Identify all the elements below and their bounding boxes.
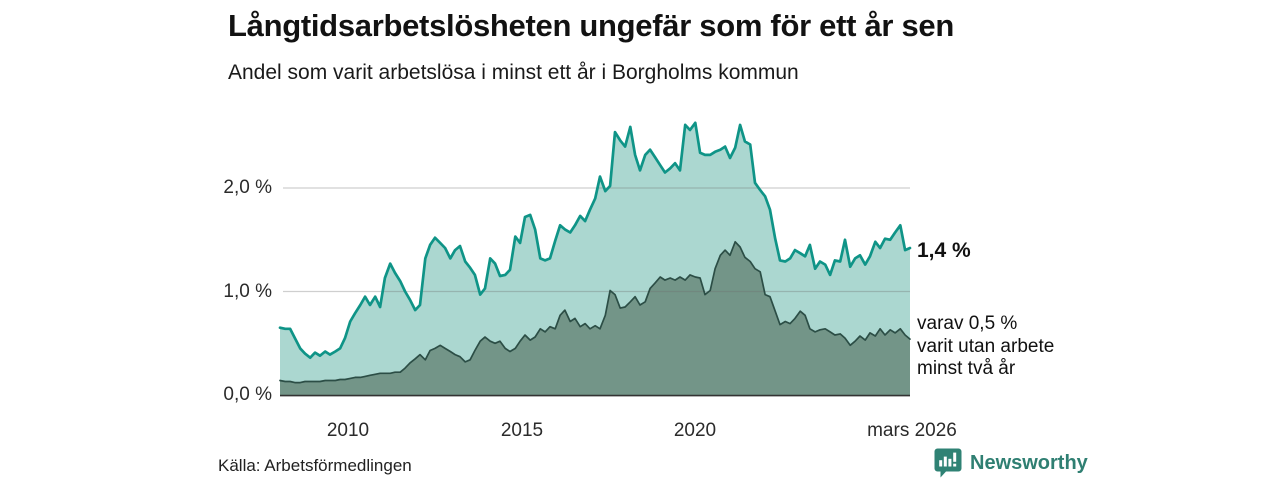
logo-bar-2 [943, 456, 947, 467]
logo-bubble [934, 448, 962, 478]
line-total [278, 121, 912, 360]
source-credit: Källa: Arbetsförmedlingen [218, 456, 412, 475]
logo-exclamation-dot [953, 463, 957, 467]
line-two-year [279, 240, 911, 384]
x-tick-mars-2026: mars 2026 [867, 420, 957, 441]
newsworthy-wordmark: Newsworthy [970, 451, 1088, 474]
page-subtitle: Andel som varit arbetslösa i minst ett å… [228, 61, 799, 84]
two-year-annotation-line1: varav 0,5 % [917, 313, 1018, 334]
two-year-annotation: varav 0,5 % varit utan arbete minst två … [917, 313, 1054, 381]
logo-exclamation-bar [953, 452, 957, 462]
x-tick-2015: 2015 [500, 420, 544, 441]
unemployment-chart [278, 121, 912, 397]
logo-bar-1 [939, 460, 943, 467]
newsworthy-logo-icon [934, 448, 962, 478]
y-tick-0: 0,0 % [223, 384, 272, 405]
x-tick-2010: 2010 [326, 420, 370, 441]
logo-bar-3 [948, 458, 952, 467]
y-tick-2: 2,0 % [223, 177, 272, 198]
area-two-year [280, 241, 910, 395]
y-tick-1: 1,0 % [223, 281, 272, 302]
two-year-annotation-line3: minst två år [917, 358, 1016, 379]
x-tick-2020: 2020 [673, 420, 717, 441]
latest-value-label: 1,4 % [917, 239, 971, 262]
newsworthy-logo: Newsworthy [934, 448, 1088, 478]
page-title: Långtidsarbetslösheten ungefär som för e… [228, 8, 955, 43]
two-year-annotation-line2: varit utan arbete [917, 335, 1055, 357]
